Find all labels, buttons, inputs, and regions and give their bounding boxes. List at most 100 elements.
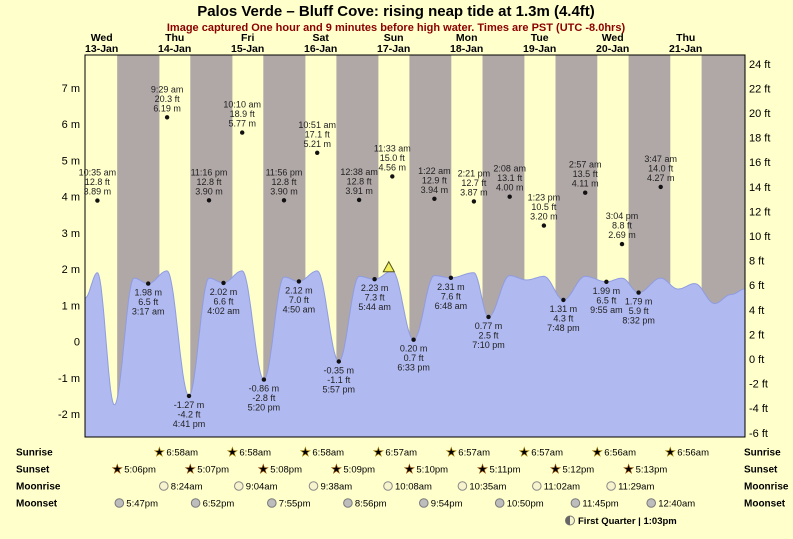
- moonrise-moon-icon: [383, 481, 393, 491]
- tide-event-label: 7.6 ft: [441, 291, 462, 301]
- sunrise-star-icon: ★: [227, 445, 238, 459]
- day-label-name: Mon: [456, 32, 478, 44]
- tide-event-dot: [146, 281, 151, 286]
- moonset-moon-icon: [343, 498, 353, 508]
- moonrise-moon-icon: [159, 481, 169, 491]
- moonset-time: 10:50pm: [507, 499, 544, 510]
- moonset-moon-icon: [570, 498, 581, 508]
- sunrise-time: 6:58am: [239, 448, 271, 459]
- tide-event-dot: [296, 279, 302, 284]
- tide-event-dot: [240, 130, 245, 135]
- tide-event-label: 2.23 m: [361, 283, 389, 293]
- tide-event-dot: [372, 277, 377, 282]
- sunrise-time: 6:56am: [604, 448, 636, 459]
- moon-dark-half: [565, 516, 570, 525]
- y-axis-label-ft: -6 ft: [749, 428, 768, 440]
- day-label-date: 14-Jan: [158, 43, 191, 55]
- tide-event-label: 18.9 ft: [230, 109, 256, 119]
- tide-event-dot: [390, 174, 395, 179]
- tide-event-label: 1.99 m: [593, 286, 621, 296]
- row-label-right: Moonrise: [744, 482, 789, 493]
- y-axis-label-ft: 14 ft: [749, 182, 770, 194]
- tide-event-dot: [507, 194, 512, 199]
- tide-event-label: 1.98 m: [134, 288, 162, 298]
- tide-event-label: 3.91 m: [345, 186, 373, 196]
- tide-event-label: 12.9 ft: [422, 175, 448, 185]
- tide-event-label: 12.7 ft: [461, 178, 487, 188]
- tide-event-label: 2.5 ft: [478, 330, 499, 340]
- moonrise-moon-icon: [532, 481, 542, 491]
- tide-event-label: 2:21 pm: [458, 168, 491, 178]
- tide-event-label: 5:44 am: [358, 302, 391, 312]
- sunrise-time: 6:56am: [677, 448, 709, 459]
- first-quarter-moon-icon: [565, 515, 575, 526]
- tide-event-label: 3.90 m: [195, 186, 223, 196]
- tide-event-label: 12.8 ft: [85, 177, 111, 187]
- tide-event-label: 3:17 am: [132, 307, 165, 317]
- tide-event-label: 3:04 pm: [606, 211, 639, 221]
- moonset-moon-icon: [190, 498, 201, 508]
- sunrise-star-icon: ★: [592, 445, 603, 459]
- moonset-moon-icon: [494, 498, 505, 508]
- y-axis-label-ft: 24 ft: [749, 59, 770, 71]
- tide-event-label: 3.94 m: [421, 185, 449, 195]
- tide-event-label: 2:08 am: [493, 164, 526, 174]
- day-label-name: Thu: [165, 32, 184, 44]
- day-label-name: Sat: [313, 32, 330, 44]
- day-label-date: 17-Jan: [377, 43, 410, 55]
- day-label-date: 15-Jan: [231, 43, 264, 55]
- tide-event-label: 4.3 ft: [553, 313, 574, 323]
- moonrise-time: 8:24am: [171, 482, 203, 493]
- tide-event-dot: [356, 197, 362, 203]
- tide-event-label: 5.21 m: [303, 139, 331, 149]
- tide-area: [85, 270, 745, 437]
- sunset-time: 5:11pm: [490, 465, 521, 476]
- tide-event-dot: [619, 241, 625, 247]
- sunrise-star-icon: ★: [300, 445, 311, 459]
- tide-event-label: 6:48 am: [435, 301, 468, 311]
- y-axis-label-ft: -4 ft: [749, 403, 768, 415]
- y-axis-label-m: -2 m: [58, 409, 80, 421]
- moonset-time: 5:47pm: [126, 499, 158, 510]
- sunrise-star-icon: ★: [446, 445, 457, 459]
- sunset-time: 5:10pm: [416, 465, 448, 476]
- sunset-star-icon: ★: [112, 462, 123, 476]
- row-label-left: Moonrise: [16, 482, 61, 493]
- day-label-name: Tue: [531, 32, 549, 44]
- tide-event-label: -1.1 ft: [327, 375, 351, 385]
- tide-event-label: 0.77 m: [475, 321, 503, 331]
- tide-event-label: 2:57 am: [569, 160, 602, 170]
- tide-event-label: 5.77 m: [228, 119, 256, 129]
- sunrise-time: 6:58am: [312, 448, 344, 459]
- moonset-time: 7:55pm: [279, 499, 311, 510]
- tide-event-label: 13.5 ft: [573, 169, 599, 179]
- tide-event-label: 4.56 m: [379, 162, 407, 172]
- day-label-name: Wed: [91, 32, 113, 44]
- tide-event-label: 3.89 m: [84, 187, 112, 197]
- sunset-time: 5:07pm: [197, 465, 229, 476]
- day-label-date: 13-Jan: [85, 43, 118, 55]
- tide-event-label: 9:29 am: [151, 84, 184, 94]
- tide-event-label: 5:20 pm: [248, 403, 281, 413]
- tide-event-label: 11:33 am: [374, 143, 411, 153]
- tide-event-label: 6.19 m: [153, 103, 181, 113]
- tide-event-dot: [486, 314, 491, 320]
- day-label-date: 20-Jan: [596, 43, 629, 55]
- moonrise-time: 11:02am: [544, 482, 580, 493]
- tide-event-label: 1:23 pm: [528, 193, 561, 203]
- tide-event-label: 4.27 m: [647, 173, 675, 183]
- row-label-right: Sunset: [744, 465, 778, 476]
- tide-event-label: 6.6 ft: [213, 296, 234, 306]
- y-axis-label-ft: 0 ft: [749, 354, 764, 366]
- tide-event-label: 6.5 ft: [596, 295, 617, 305]
- tide-event-label: 12.8 ft: [196, 177, 222, 187]
- tide-event-dot: [186, 393, 192, 399]
- sunrise-star-icon: ★: [373, 445, 384, 459]
- sunset-star-icon: ★: [404, 462, 415, 476]
- row-label-right: Moonset: [744, 499, 786, 510]
- tide-event-label: -0.86 m: [249, 384, 280, 394]
- tide-event-label: -2.8 ft: [252, 393, 276, 403]
- tide-event-label: 1:22 am: [418, 166, 451, 176]
- day-label-name: Wed: [602, 32, 624, 44]
